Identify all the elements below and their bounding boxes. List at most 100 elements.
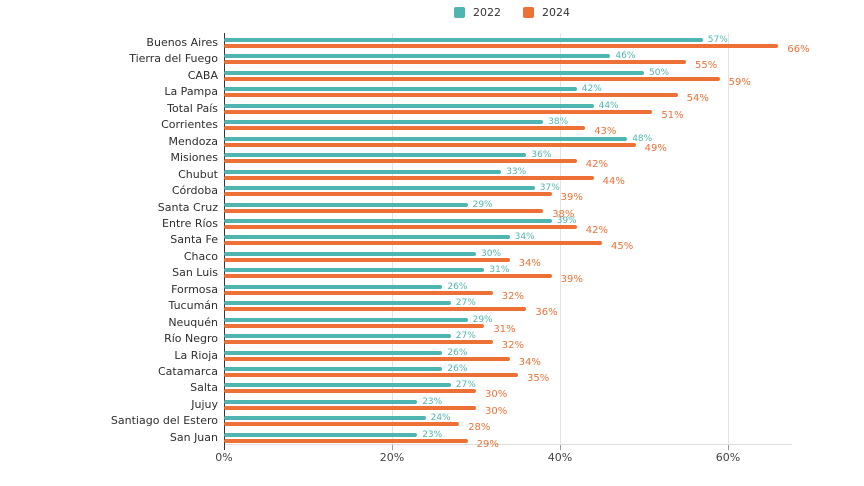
value-label-2024: 42%	[585, 224, 609, 236]
value-label-2024: 34%	[518, 257, 541, 269]
category-label: Río Negro	[164, 332, 218, 346]
value-label-2022: 23%	[422, 396, 443, 407]
bar-2024	[224, 257, 510, 262]
bar-2022	[224, 284, 443, 289]
value-label-2022: 42%	[581, 84, 602, 95]
bar-2024	[224, 93, 678, 98]
value-label-2024: 38%	[552, 208, 575, 220]
bar-2024	[224, 290, 493, 295]
value-label-2024: 29%	[476, 438, 499, 450]
bar-2022	[224, 70, 644, 75]
value-label-2022: 48%	[632, 133, 653, 144]
value-label-2022: 34%	[514, 232, 535, 243]
category-label: Santa Cruz	[157, 200, 218, 214]
value-label-2022: 37%	[539, 183, 560, 194]
value-label-2022: 26%	[447, 281, 468, 292]
bar-2024	[224, 60, 686, 65]
value-label-2024: 55%	[695, 60, 718, 72]
bar-2022	[224, 38, 703, 42]
category-label: Salta	[190, 381, 218, 395]
value-label-2022: 27%	[455, 298, 476, 309]
bar-2022	[224, 383, 451, 388]
value-label-2024: 28%	[468, 422, 491, 434]
value-label-2022: 36%	[531, 150, 552, 161]
value-label-2024: 42%	[585, 159, 609, 171]
bar-2024	[224, 356, 510, 361]
legend-label-2024: 2024	[542, 6, 570, 19]
value-label-2022: 33%	[506, 166, 527, 177]
bar-2024	[224, 175, 594, 180]
value-label-2024: 51%	[661, 109, 684, 121]
category-label: Corrientes	[161, 118, 218, 132]
bar-2024	[224, 192, 552, 197]
value-label-2024: 30%	[485, 389, 508, 401]
category-label: Chaco	[183, 249, 218, 263]
value-label-2024: 35%	[527, 373, 550, 384]
value-label-2022: 27%	[455, 380, 476, 391]
gridline-40%	[560, 33, 561, 444]
value-label-2024: 44%	[602, 175, 625, 187]
x-axis-tick-20%	[392, 444, 393, 450]
x-axis-tick-40%	[560, 444, 561, 450]
bar-2022	[224, 87, 577, 92]
value-label-2024: 31%	[493, 323, 516, 335]
category-label: Total País	[167, 101, 218, 115]
bar-2024	[224, 241, 602, 246]
bar-2022	[224, 103, 594, 108]
bar-2024	[224, 142, 636, 147]
value-label-2024: 66%	[787, 44, 810, 55]
value-label-2024: 36%	[535, 307, 558, 319]
value-label-2022: 31%	[489, 265, 510, 276]
bar-2022	[224, 251, 476, 256]
bar-2022	[224, 432, 418, 437]
value-label-2024: 34%	[518, 356, 541, 368]
category-label: Tucumán	[168, 299, 218, 313]
bar-2022	[224, 120, 544, 125]
bar-2024	[224, 422, 460, 427]
value-label-2022: 27%	[455, 331, 476, 342]
legend-item-2022: 2022	[454, 6, 501, 19]
x-axis-tick-label: 0%	[215, 451, 233, 464]
category-label: Buenos Aires	[146, 36, 218, 49]
value-label-2022: 30%	[481, 248, 502, 259]
bar-2022	[224, 268, 485, 273]
value-label-2024: 39%	[560, 192, 583, 204]
bar-2024	[224, 323, 485, 328]
bar-2024	[224, 438, 468, 443]
bar-2022	[224, 169, 502, 174]
value-label-2022: 57%	[707, 35, 728, 45]
value-label-2024: 45%	[611, 241, 634, 253]
value-label-2024: 39%	[560, 274, 583, 286]
value-label-2022: 38%	[548, 117, 569, 128]
x-axis-tick-label: 40%	[547, 451, 573, 464]
value-label-2022: 39%	[556, 215, 577, 226]
category-label: Santa Fe	[170, 233, 218, 247]
bar-2022	[224, 136, 628, 141]
legend-swatch-2024-icon	[523, 7, 534, 18]
bar-2024	[224, 224, 577, 229]
value-label-2022: 50%	[649, 67, 670, 78]
value-label-2022: 44%	[598, 100, 619, 111]
bar-2024	[224, 208, 544, 213]
x-axis-tick-label: 20%	[379, 451, 405, 464]
category-label: Chubut	[178, 167, 218, 181]
value-label-2024: 43%	[594, 126, 617, 138]
bar-2024	[224, 405, 476, 410]
bar-2024	[224, 340, 493, 345]
category-label: San Juan	[169, 430, 218, 444]
value-label-2024: 49%	[644, 142, 667, 154]
value-label-2024: 32%	[501, 290, 525, 302]
bar-2022	[224, 218, 552, 223]
category-label: La Pampa	[164, 85, 218, 99]
legend: 2022 2024	[224, 6, 800, 19]
value-label-2024: 54%	[686, 93, 709, 105]
bar-2024	[224, 109, 653, 114]
bar-2024	[224, 274, 552, 279]
value-label-2022: 24%	[430, 413, 451, 424]
bar-2022	[224, 317, 468, 322]
bar-2024	[224, 307, 527, 312]
category-label: Misiones	[170, 151, 218, 165]
value-label-2022: 26%	[447, 347, 468, 358]
category-label: San Luis	[172, 266, 218, 280]
bar-2024	[224, 373, 518, 377]
